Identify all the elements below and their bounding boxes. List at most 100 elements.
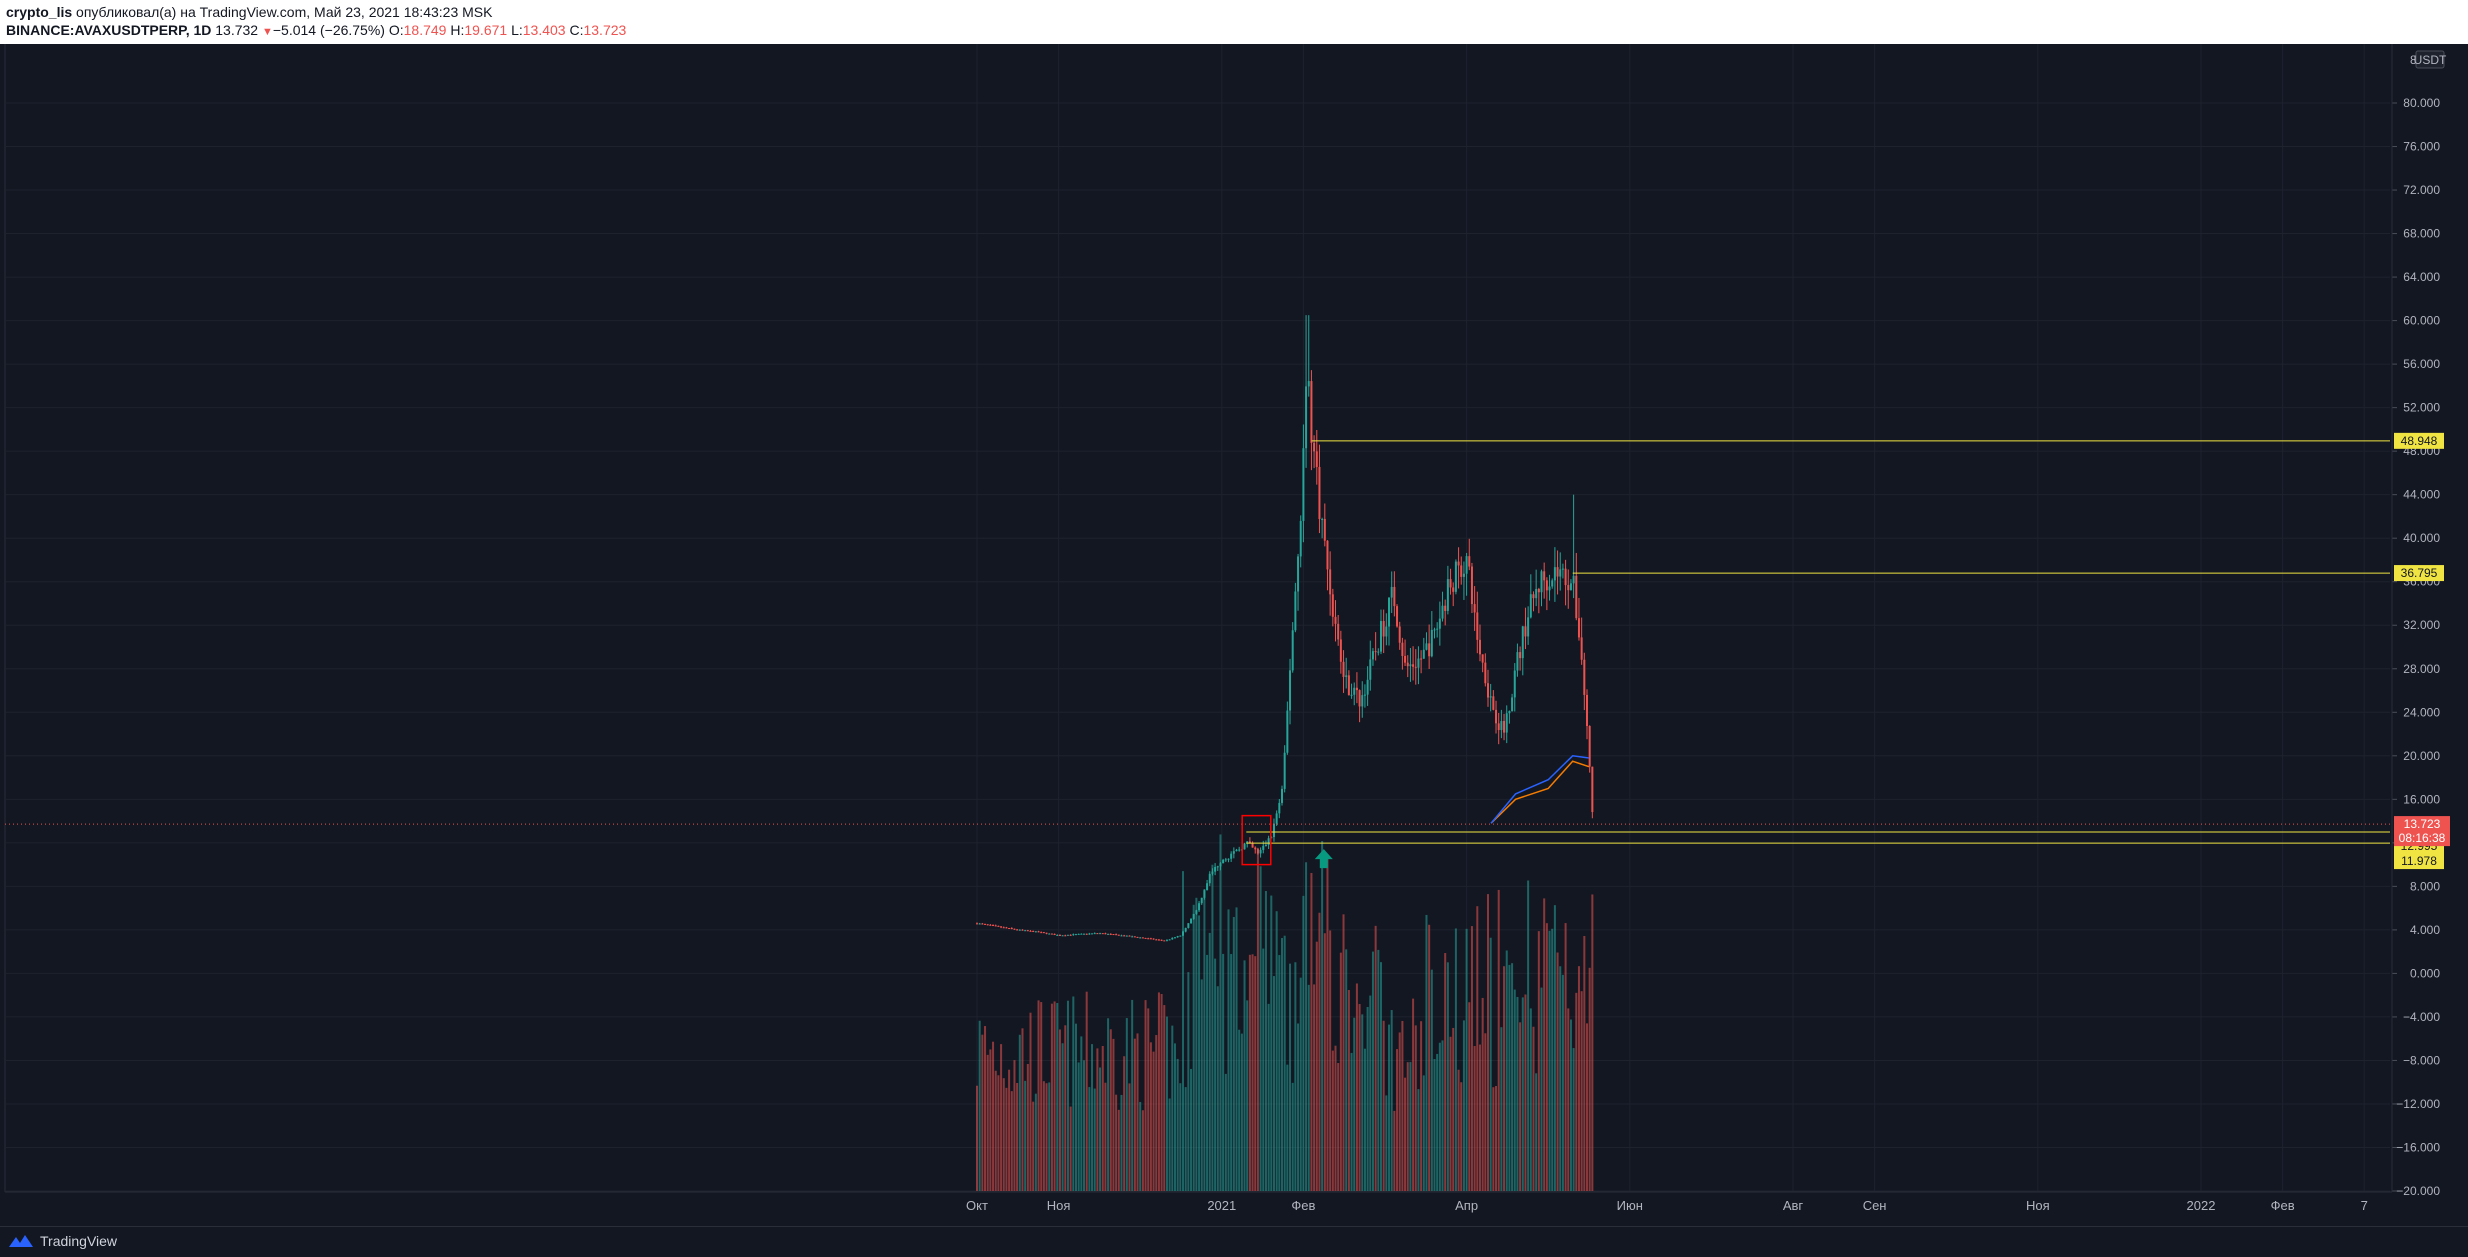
volume-bar (1101, 1045, 1104, 1191)
price-tick-label: 28.000 (2403, 662, 2440, 676)
chart-area[interactable]: 80.000 76.000 72.000 68.000 64.000 60.000 56.0… (0, 44, 2468, 1226)
price-tick-label: −4.000 (2403, 1010, 2440, 1024)
candle-body (1462, 573, 1465, 577)
candle-body (1278, 802, 1281, 814)
volume-bar (1262, 948, 1265, 1191)
currency-badge[interactable]: USDT (2414, 50, 2447, 69)
candle-body (1080, 933, 1083, 935)
volume-bar (1465, 928, 1468, 1191)
price-tick-label: 20.000 (2403, 749, 2440, 763)
volume-bar (1104, 1082, 1107, 1191)
candle-body (1072, 934, 1075, 936)
candle-body (1390, 586, 1393, 598)
price-tick-label: 72.000 (2403, 183, 2440, 197)
volume-bar (1342, 914, 1345, 1191)
volume-bar (1497, 889, 1500, 1191)
volume-bar (1240, 1033, 1243, 1191)
volume-bar (1187, 972, 1190, 1191)
volume-bar (1192, 904, 1195, 1191)
candle-body (1449, 579, 1452, 588)
volume-bar (1184, 1087, 1187, 1191)
volume-bar (1165, 1016, 1168, 1191)
up-arrow-icon[interactable] (1314, 849, 1333, 869)
candle-body (1206, 883, 1209, 891)
candle-body (1537, 589, 1540, 593)
volume-bar (1588, 967, 1591, 1191)
volume-bar (1018, 1034, 1021, 1191)
volume-bar (986, 1054, 989, 1191)
volume-bar (1521, 997, 1524, 1191)
volume-bar (1120, 1094, 1123, 1191)
price-change: −5.014 (−26.75%) (272, 22, 385, 38)
volume-bar (1131, 999, 1134, 1191)
candle-body (1374, 651, 1377, 653)
volume-bar (1366, 1007, 1369, 1191)
volume-bar (1329, 930, 1332, 1191)
volume-bar (1227, 909, 1230, 1191)
volume-bar (1484, 1033, 1487, 1191)
candle-body (1580, 637, 1583, 660)
candle-body (1388, 597, 1391, 627)
candle-body (1307, 381, 1310, 387)
low-value: 13.403 (522, 22, 566, 38)
volume-bar (1064, 1025, 1067, 1191)
volume-bar (1248, 954, 1251, 1191)
published-text: опубликовал(а) на TradingView.com, Май 2… (76, 4, 493, 20)
candle-body (1272, 823, 1275, 838)
volume-bar (1141, 1110, 1144, 1191)
candle-body (1369, 659, 1372, 680)
publish-line: crypto_lis опубликовал(а) на TradingView… (6, 4, 492, 20)
volume-bar (1369, 995, 1372, 1191)
candle-body (1323, 518, 1326, 541)
ema-line (1490, 755, 1590, 824)
symbol-label[interactable]: BINANCE:AVAXUSDTPERP, 1D (6, 22, 212, 38)
author-name[interactable]: crypto_lis (6, 4, 73, 20)
highlight-box[interactable] (1241, 814, 1272, 866)
volume-bar (1505, 950, 1508, 1191)
volume-bar (1232, 917, 1235, 1191)
candle-body (1398, 626, 1401, 643)
volume-bar (1545, 923, 1548, 1191)
volume-bar (1157, 992, 1160, 1191)
candle-body (1179, 935, 1182, 937)
volume-bar (1136, 1033, 1139, 1191)
volume-bar (1133, 1038, 1136, 1191)
candle-body (1021, 929, 1024, 931)
volume-bar (1208, 932, 1211, 1191)
volume-bar (1580, 991, 1583, 1191)
candle-body (1396, 606, 1399, 627)
price-chart[interactable]: 80.00076.00072.00068.00064.00060.00056.0… (0, 44, 2468, 1226)
volume-bar (1283, 935, 1286, 1191)
candle-body (1010, 928, 1013, 930)
time-tick-label: Ноя (1047, 1198, 1071, 1213)
volume-bar (1503, 966, 1506, 1191)
candle-body (1497, 723, 1500, 731)
candle-body (1358, 690, 1361, 707)
candle-body (1264, 844, 1267, 846)
candle-body (1428, 643, 1431, 657)
candle-body (1564, 568, 1567, 586)
volume-bar (1069, 1106, 1072, 1191)
volume-bar (1377, 949, 1380, 1191)
current-price-text: 13.723 (2404, 817, 2441, 831)
volume-bar (1053, 1001, 1056, 1191)
volume-bar (1034, 1093, 1037, 1191)
candle-body (1267, 838, 1270, 845)
volume-bar (1195, 897, 1198, 1191)
candle-body (1280, 788, 1283, 803)
volume-bar (1123, 1056, 1126, 1191)
tradingview-brand[interactable]: TradingView (8, 1233, 117, 1249)
volume-bar (1222, 953, 1225, 1191)
candle-body (986, 924, 989, 926)
price-tick-label: 68.000 (2403, 227, 2440, 241)
volume-bar (1080, 1036, 1083, 1191)
volume-bar (1115, 1094, 1118, 1191)
volume-bar (1056, 1002, 1059, 1191)
level-price-label: 36.795 (2394, 565, 2444, 582)
candle-body (1157, 939, 1160, 941)
candle-body (1259, 849, 1262, 854)
candle-body (1489, 696, 1492, 698)
volume-bar (1235, 907, 1238, 1191)
volume-bar (1337, 1063, 1340, 1191)
candle-body (1123, 935, 1126, 937)
